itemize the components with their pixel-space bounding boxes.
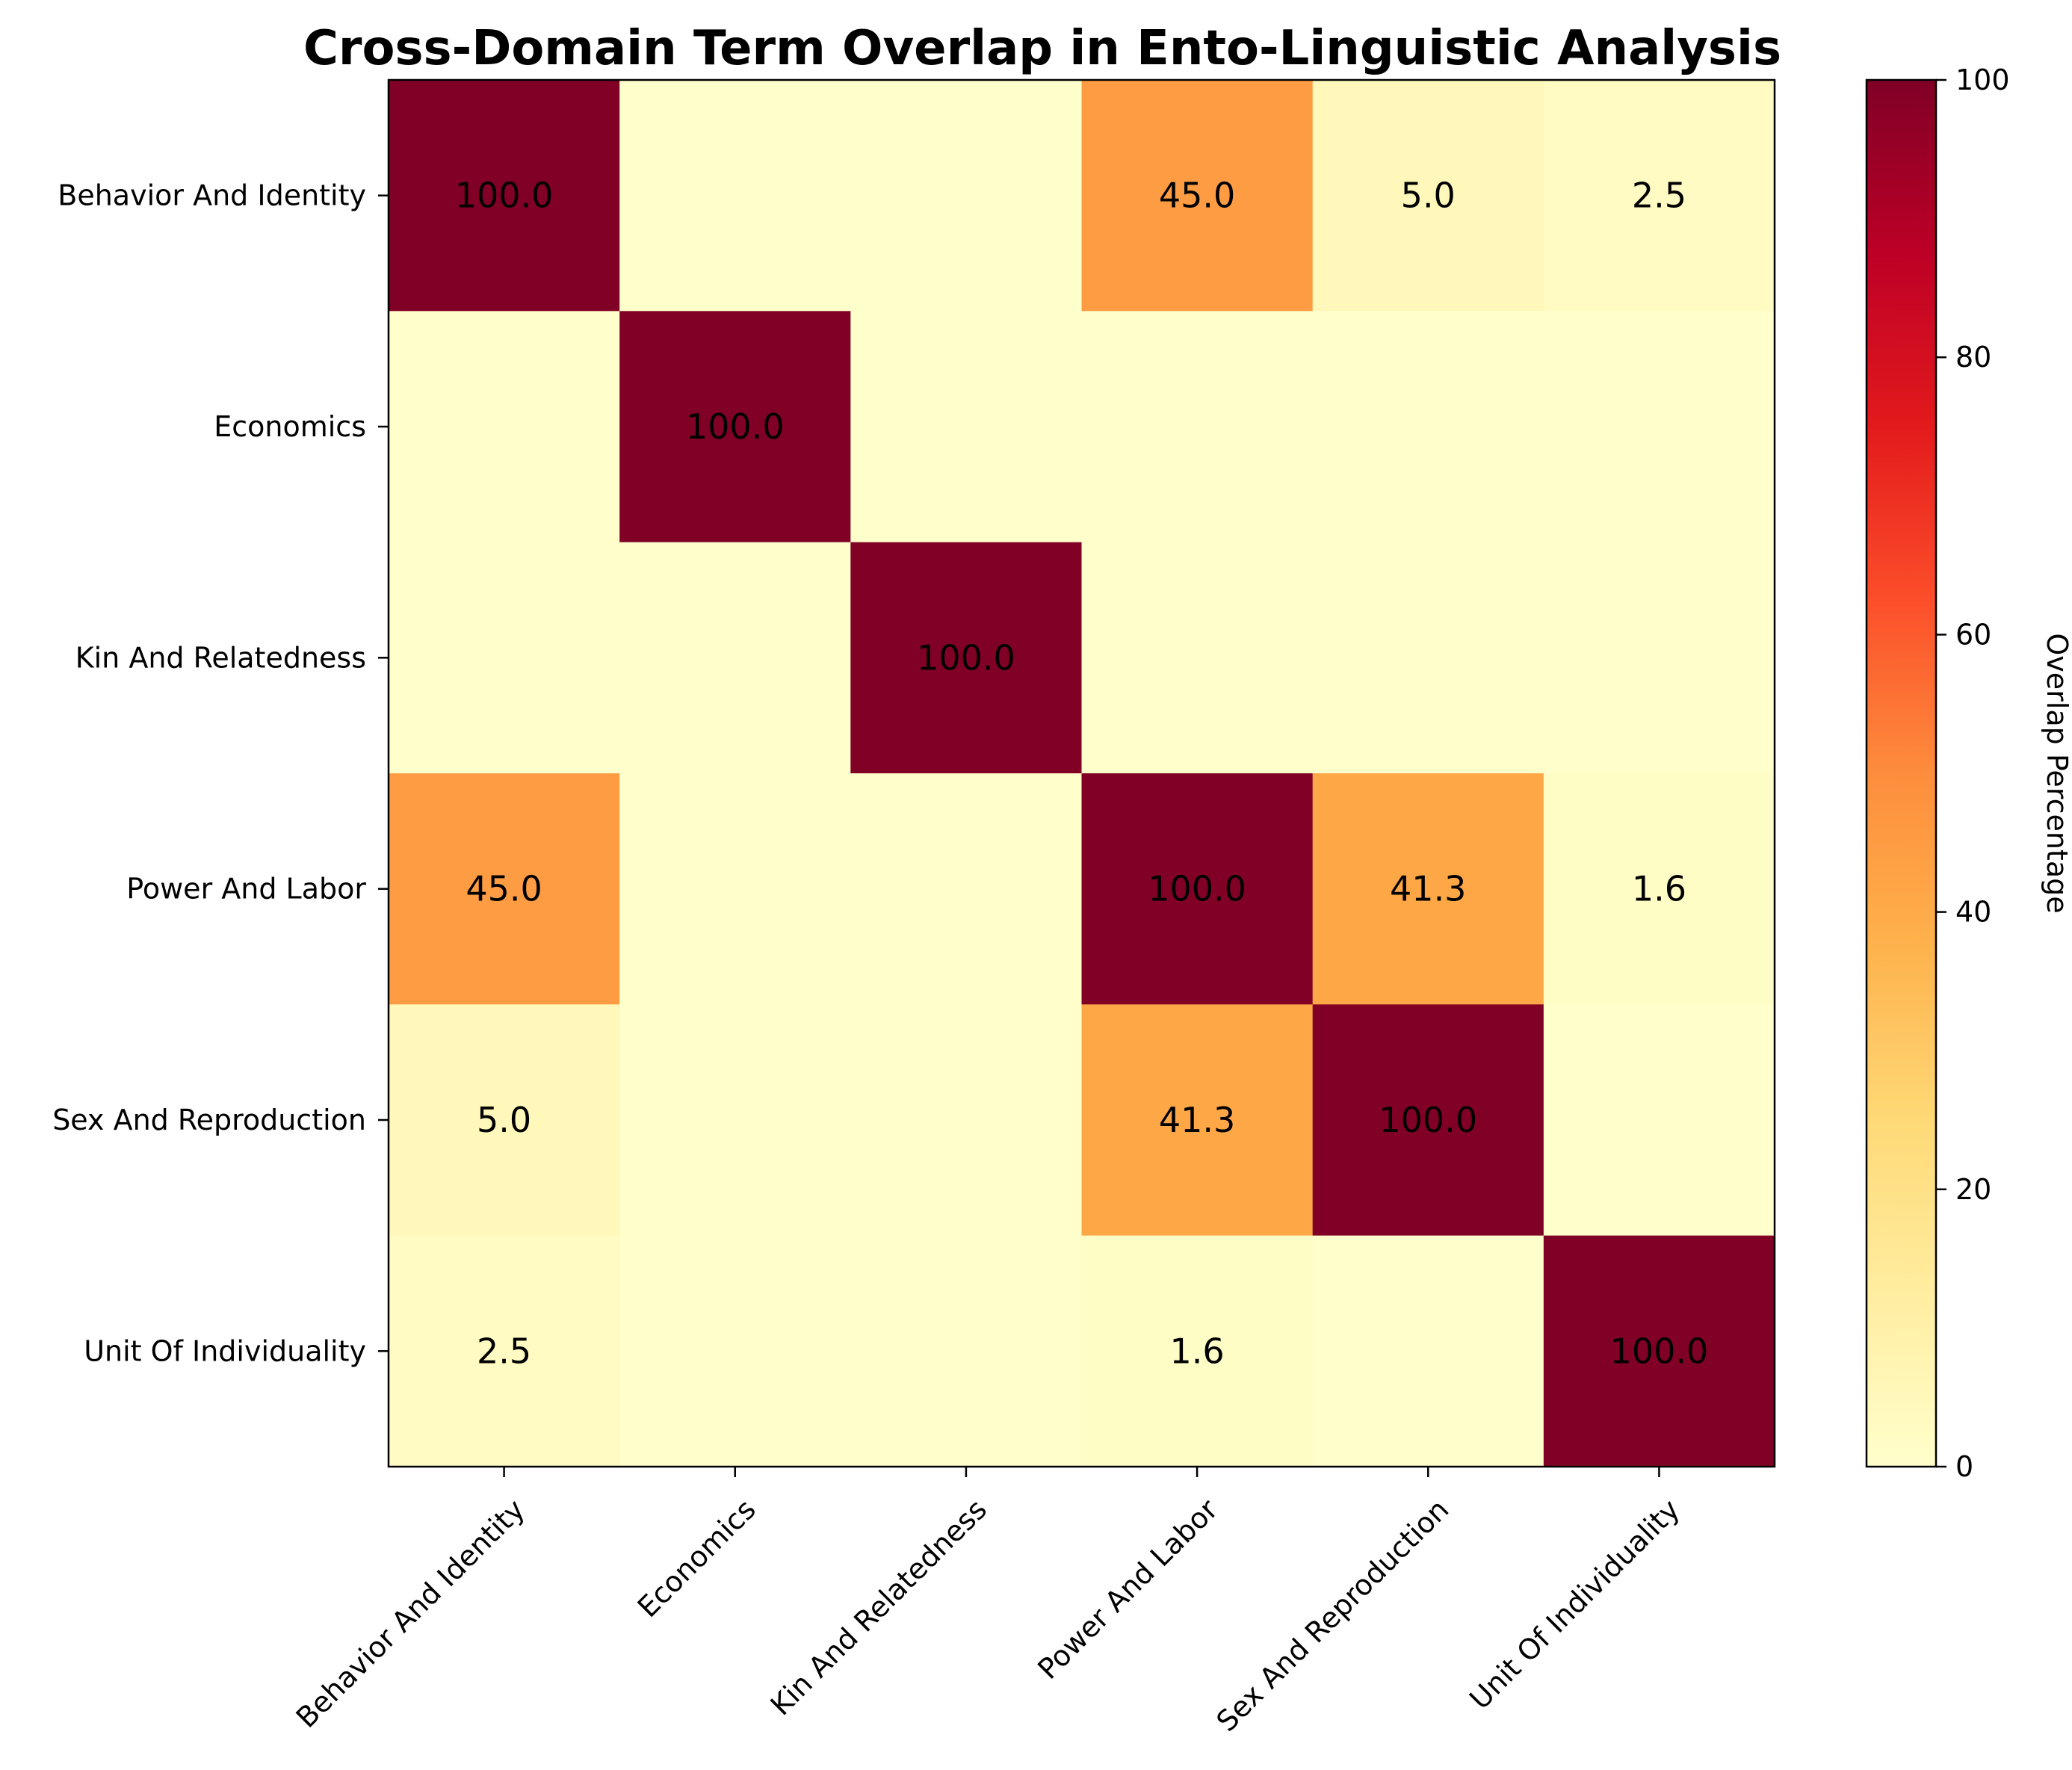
colorbar-tick-label: 0 <box>1955 1450 1973 1483</box>
heatmap-cell-label: 41.3 <box>1159 1100 1235 1140</box>
heatmap-cell <box>850 80 1083 312</box>
heatmap-cell <box>389 311 620 543</box>
colorbar: 0 20 40 60 80 100 Overlap Percentage <box>1865 64 2072 1483</box>
x-tick-label: Kin And Relatedness <box>764 1493 993 1721</box>
x-tick-label: Economics <box>631 1493 762 1624</box>
colorbar-tick-label: 80 <box>1955 341 1991 374</box>
heatmap-cell-label: 100.0 <box>686 406 785 447</box>
heatmap-cell-label: 100.0 <box>455 176 554 216</box>
colorbar-tick-label: 40 <box>1955 896 1991 929</box>
colorbar-tick-label: 100 <box>1955 64 2010 96</box>
heatmap-cell <box>1081 1235 1314 1467</box>
heatmap-cell <box>1081 80 1314 312</box>
heatmap-cell <box>619 311 851 543</box>
heatmap-cell <box>619 542 851 774</box>
heatmap-cell-label: 5.0 <box>1401 176 1456 216</box>
chart-title: Cross-Domain Term Overlap in Ento-Lingui… <box>303 21 1781 76</box>
heatmap-cell <box>619 773 851 1005</box>
heatmap-cell <box>850 773 1083 1005</box>
colorbar-gradient <box>1867 80 1936 1467</box>
heatmap-cells <box>389 80 1775 1467</box>
heatmap-cell <box>1312 1235 1544 1467</box>
heatmap-cell <box>1312 773 1544 1005</box>
heatmap-cell-labels: 100.0 45.0 5.0 2.5 100.0 100.0 45.0 100.0 41.3 1.… <box>455 176 1709 1372</box>
heatmap-cell <box>389 1004 620 1237</box>
plot-frame <box>387 78 1776 1468</box>
heatmap-cell <box>1543 311 1775 543</box>
y-tick-label: Unit Of Individuality <box>84 1334 366 1367</box>
heatmap-cell <box>1081 773 1314 1005</box>
y-tick-label: Power And Labor <box>126 873 366 906</box>
x-axis: Behavior And Identity Economics Kin And Re… <box>290 1467 1686 1738</box>
y-tick-label: Behavior And Identity <box>58 179 366 212</box>
heatmap-cell-label: 100.0 <box>917 637 1015 678</box>
y-tick-label: Sex And Reproduction <box>52 1104 366 1136</box>
x-tick-label: Behavior And Identity <box>290 1493 531 1734</box>
heatmap-cell <box>619 1004 851 1237</box>
heatmap-cell <box>389 542 620 774</box>
heatmap-cell-label: 2.5 <box>1632 176 1686 216</box>
x-tick-label: Sex And Reproduction <box>1210 1493 1455 1738</box>
x-tick-label: Unit Of Individuality <box>1463 1493 1686 1715</box>
heatmap-cell <box>850 1004 1083 1237</box>
colorbar-label: Overlap Percentage <box>2041 633 2072 913</box>
heatmap-cell <box>850 311 1083 543</box>
heatmap-cell <box>619 80 851 312</box>
heatmap-cell <box>1312 1004 1544 1237</box>
heatmap-cell <box>389 1235 620 1467</box>
heatmap-cell <box>619 1235 851 1467</box>
heatmap-cell-label: 2.5 <box>477 1331 531 1371</box>
heatmap-cell-label: 100.0 <box>1610 1331 1709 1371</box>
heatmap-cell-label: 45.0 <box>1159 176 1235 216</box>
heatmap-cell <box>1543 542 1775 774</box>
heatmap-cell <box>1081 1004 1314 1237</box>
heatmap-cell-label: 5.0 <box>477 1100 531 1140</box>
y-tick-label: Economics <box>214 410 366 443</box>
heatmap-cell <box>1543 1004 1775 1237</box>
heatmap-cell <box>1081 311 1314 543</box>
y-axis: Behavior And Identity Economics Kin And Re… <box>52 179 389 1367</box>
heatmap-cell <box>850 542 1083 774</box>
colorbar-frame <box>1865 78 1938 1468</box>
heatmap-cell <box>1312 80 1544 312</box>
heatmap-cell-label: 45.0 <box>466 869 542 909</box>
heatmap-cell <box>1543 1235 1775 1467</box>
y-tick-label: Kin And Relatedness <box>75 641 366 674</box>
heatmap-cell <box>389 80 620 312</box>
colorbar-tick-label: 20 <box>1955 1173 1991 1206</box>
heatmap-cell <box>1081 542 1314 774</box>
heatmap-cell-label: 41.3 <box>1390 869 1466 909</box>
heatmap-cell <box>1543 773 1775 1005</box>
x-tick-label: Power And Labor <box>1031 1493 1224 1686</box>
heatmap-cell-label: 1.6 <box>1632 869 1686 909</box>
heatmap-cell <box>389 773 620 1005</box>
colorbar-ticks: 0 20 40 60 80 100 <box>1936 64 2010 1483</box>
colorbar-tick-label: 60 <box>1955 618 1991 651</box>
heatmap-cell <box>1543 80 1775 312</box>
heatmap-cell <box>1312 542 1544 774</box>
heatmap-cell-label: 100.0 <box>1379 1100 1477 1140</box>
heatmap-cell <box>1312 311 1544 543</box>
heatmap-cell-label: 100.0 <box>1148 869 1246 909</box>
heatmap-cell-label: 1.6 <box>1170 1331 1225 1371</box>
heatmap-cell <box>850 1235 1083 1467</box>
